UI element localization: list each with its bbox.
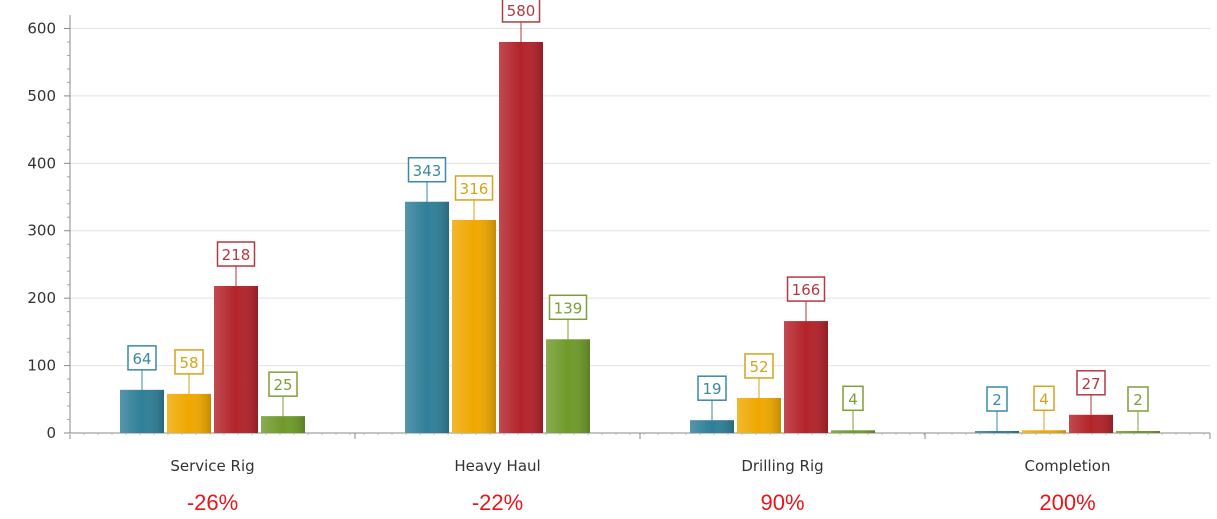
axes bbox=[64, 15, 1211, 439]
y-tick-label: 600 bbox=[27, 19, 56, 37]
data-label: 27 bbox=[1081, 375, 1100, 393]
y-tick-labels: 0 100 200 300 400 500 600 bbox=[27, 19, 56, 442]
bar-shade bbox=[214, 286, 258, 433]
data-label-box bbox=[842, 385, 864, 412]
data-label: 580 bbox=[507, 2, 536, 20]
data-label: 58 bbox=[179, 354, 198, 372]
bar-shade bbox=[499, 41, 543, 433]
data-label: 2 bbox=[1133, 391, 1143, 409]
y-tick-label: 200 bbox=[27, 289, 56, 307]
bar-shade bbox=[405, 201, 449, 433]
data-label: 4 bbox=[1039, 390, 1049, 408]
x-tick-label: Service Rig bbox=[170, 457, 254, 475]
bar-shade bbox=[1022, 430, 1066, 433]
bar-shade bbox=[784, 321, 828, 433]
y-tick-label: 400 bbox=[27, 154, 56, 172]
data-label-box bbox=[454, 175, 494, 201]
percent-change-label: 90% bbox=[760, 490, 804, 515]
bar-shade bbox=[1069, 414, 1113, 433]
data-label-box bbox=[174, 349, 204, 375]
bar-shade bbox=[452, 219, 496, 433]
data-label-box bbox=[548, 294, 588, 321]
data-label: 218 bbox=[222, 246, 251, 264]
data-label: 343 bbox=[413, 162, 442, 180]
data-label-box bbox=[501, 0, 541, 23]
data-label-box bbox=[786, 276, 826, 302]
bar-shade bbox=[261, 416, 305, 433]
data-label-box bbox=[268, 371, 298, 397]
data-label: 166 bbox=[792, 281, 821, 299]
bar-shade bbox=[690, 420, 734, 433]
data-label-box bbox=[407, 157, 447, 183]
data-label-box bbox=[127, 345, 157, 371]
data-label-box bbox=[216, 241, 256, 267]
data-label: 52 bbox=[749, 358, 768, 376]
data-label: 2 bbox=[992, 391, 1002, 409]
data-label-box bbox=[1076, 370, 1106, 396]
percent-change-label: 200% bbox=[1039, 490, 1095, 515]
data-label: 316 bbox=[460, 180, 489, 198]
data-label: 4 bbox=[848, 390, 858, 408]
x-tick-label: Heavy Haul bbox=[454, 457, 540, 475]
data-label: 25 bbox=[273, 376, 292, 394]
y-tick-label: 100 bbox=[27, 357, 56, 375]
data-label-box bbox=[1033, 385, 1055, 412]
bar-shade bbox=[831, 430, 875, 433]
bars bbox=[120, 41, 1160, 433]
y-tick-label: 300 bbox=[27, 222, 56, 240]
data-label-box bbox=[744, 353, 774, 379]
bar-shade bbox=[120, 389, 164, 433]
y-tick-label: 0 bbox=[46, 424, 56, 442]
x-tick-label: Completion bbox=[1025, 457, 1111, 475]
bar-shade bbox=[546, 339, 590, 433]
bar-shade bbox=[167, 393, 211, 433]
bar-shade bbox=[737, 397, 781, 433]
x-tick-label: Drilling Rig bbox=[741, 457, 823, 475]
percent-annotations: -26% -22% 90% 200% bbox=[187, 490, 1096, 515]
data-label-box bbox=[1127, 386, 1149, 412]
data-label-box bbox=[697, 375, 727, 401]
percent-change-label: -26% bbox=[187, 490, 238, 515]
data-label: 64 bbox=[132, 350, 151, 368]
data-label: 139 bbox=[554, 299, 583, 317]
data-labels: 64 58 218 25 343 316 580 139 19 52 166 4 2 4 27 2 bbox=[127, 0, 1149, 431]
y-tick-label: 500 bbox=[27, 87, 56, 105]
bar-shade bbox=[975, 431, 1019, 433]
gridlines bbox=[70, 27, 1210, 367]
category-labels: Service Rig Heavy Haul Drilling Rig Complet… bbox=[170, 457, 1110, 475]
percent-change-label: -22% bbox=[472, 490, 523, 515]
data-label-box bbox=[986, 386, 1008, 412]
bar-shade bbox=[1116, 431, 1160, 433]
data-label: 19 bbox=[702, 380, 721, 398]
